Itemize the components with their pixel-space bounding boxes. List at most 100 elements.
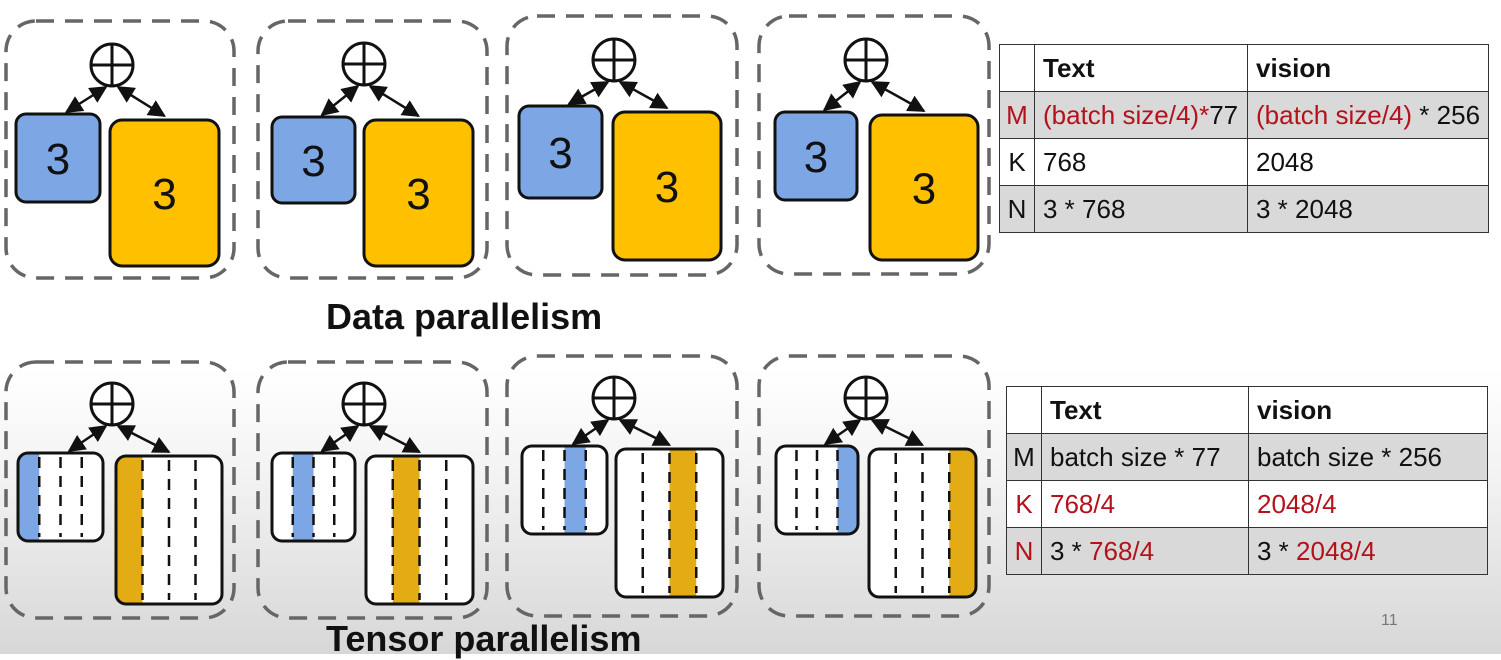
cell-m-text: batch size * 77: [1041, 433, 1249, 481]
sum-icon: [89, 42, 135, 88]
data-parallel-device-4: 33: [757, 14, 991, 276]
arrow: [567, 80, 610, 106]
small-block-number: 3: [804, 133, 828, 182]
arrow: [320, 84, 360, 117]
large-block-number: 3: [912, 165, 936, 214]
table-row-m: M (batch size/4)*77 (batch size/4) * 256: [999, 91, 1490, 139]
sum-icon: [591, 375, 637, 421]
arrow: [67, 424, 108, 453]
small-block-number: 3: [548, 129, 572, 178]
small-weight-slice: [18, 453, 40, 541]
cell-k-vision: 2048: [1246, 138, 1490, 186]
tensor-parallelism-caption: Tensor parallelism: [326, 618, 642, 659]
sum-icon: [843, 375, 889, 421]
arrow: [571, 418, 610, 446]
table-row-n: N 3 * 768 3 * 2048: [999, 185, 1490, 233]
cell-n-vision-part2: 2048/4: [1296, 535, 1376, 566]
arrow: [116, 424, 171, 454]
large-weight-slice: [392, 456, 420, 604]
small-weight-block: [774, 444, 860, 536]
cell-k-text: 768/4: [1041, 480, 1249, 528]
arrow: [64, 85, 108, 114]
tensor-parallel-devices: [4, 354, 991, 620]
arrow: [320, 424, 360, 453]
header-vision: vision: [1246, 44, 1490, 92]
small-weight-block: [270, 451, 357, 543]
cell-m-vision-part1: (batch size/4): [1256, 99, 1413, 130]
cell-m-text-part3: 77: [1209, 99, 1239, 130]
arrow: [870, 80, 926, 113]
arrow: [822, 80, 862, 112]
arrow: [618, 80, 669, 110]
cell-m-vision: (batch size/4) * 256: [1246, 91, 1490, 139]
cell-n-text-part2: 768/4: [1089, 535, 1155, 566]
data-parallel-device-2: 33: [256, 19, 489, 280]
table-corner-cell: [999, 44, 1035, 92]
tensor-parallel-device-2: [256, 360, 489, 620]
cell-m-vision: batch size * 256: [1248, 433, 1488, 481]
large-weight-block: [362, 118, 475, 268]
cell-n-vision-part1: 3 *: [1257, 535, 1297, 566]
row-label-k: K: [999, 138, 1035, 186]
table-row-n: N 3 * 768/4 3 * 2048/4: [1006, 527, 1488, 575]
arrow: [368, 424, 422, 454]
table-row-k: K 768 2048: [999, 138, 1490, 186]
header-text: Text: [1034, 44, 1248, 92]
large-weight-block: [611, 110, 723, 262]
arrow: [823, 418, 862, 446]
large-weight-slice: [949, 449, 976, 597]
table-header-row: Text vision: [999, 44, 1490, 92]
page-number: 11: [1381, 612, 1398, 629]
large-block-number: 3: [152, 170, 176, 219]
large-weight-slice: [669, 449, 697, 597]
large-weight-block: [114, 454, 224, 606]
header-text: Text: [1041, 386, 1249, 434]
small-weight-block: [16, 451, 105, 543]
cell-n-text: 3 * 768: [1034, 185, 1248, 233]
data-parallelism-caption: Data parallelism: [326, 296, 603, 337]
arrow: [368, 84, 420, 118]
cell-m-vision-part2: * 256: [1412, 99, 1481, 130]
large-weight-block: [614, 447, 725, 599]
sum-icon: [591, 37, 637, 83]
small-weight-block: [517, 104, 604, 200]
row-label-m: M: [999, 91, 1035, 139]
table-row-k: K 768/4 2048/4: [1006, 480, 1488, 528]
small-weight-slice: [837, 446, 858, 534]
table-header-row: Text vision: [1006, 386, 1488, 434]
small-weight-block: [520, 444, 609, 536]
large-block-number: 3: [655, 163, 679, 212]
cell-m-text: (batch size/4)*77: [1034, 91, 1248, 139]
small-weight-slice: [292, 453, 314, 541]
row-label-n: N: [1006, 527, 1042, 575]
device-boundary: [4, 360, 236, 620]
cell-n-vision: 3 * 2048: [1246, 185, 1490, 233]
large-weight-block: [364, 454, 475, 606]
large-weight-slice: [116, 456, 143, 604]
large-block-number: 3: [406, 170, 430, 219]
cell-m-text-part1: (batch size/4): [1043, 99, 1200, 130]
sum-icon: [89, 381, 135, 427]
header-vision: vision: [1248, 386, 1488, 434]
data-parallel-device-1: 33: [4, 19, 236, 280]
table-corner-cell: [1006, 386, 1042, 434]
small-weight-slice: [564, 446, 586, 534]
row-label-n: N: [999, 185, 1035, 233]
tensor-parallel-device-4: [757, 354, 991, 618]
data-parallel-table: Text vision M (batch size/4)*77 (batch s…: [999, 44, 1490, 233]
tensor-parallel-table: Text vision M batch size * 77 batch size…: [1006, 386, 1488, 575]
sum-icon: [341, 381, 387, 427]
row-label-k: K: [1006, 480, 1042, 528]
data-parallel-device-3: 33: [505, 14, 739, 277]
small-weight-block: [773, 110, 859, 202]
row-label-m: M: [1006, 433, 1042, 481]
small-block-number: 3: [46, 135, 70, 184]
small-weight-block: [270, 115, 357, 205]
arrow: [116, 85, 166, 118]
small-block-number: 3: [301, 137, 325, 186]
tensor-parallel-device-1: [4, 360, 236, 620]
table-row-m: M batch size * 77 batch size * 256: [1006, 433, 1488, 481]
large-weight-block: [867, 447, 978, 599]
